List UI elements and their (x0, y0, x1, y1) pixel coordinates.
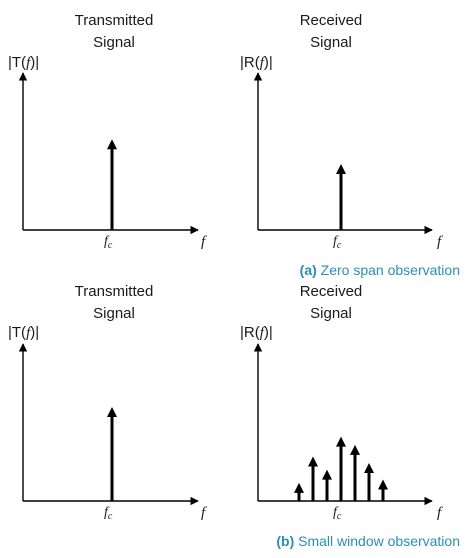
impulse-group (107, 406, 117, 501)
y-axis-label: |T(f)| (8, 54, 39, 71)
impulse-arrowhead (107, 406, 117, 417)
y-axis-label: |T(f)| (8, 324, 39, 341)
impulse-arrowhead (350, 444, 360, 455)
panel-transmitted-top: Transmitted Signal |T(f)| f fc (8, 12, 207, 251)
panel-title-line2: Signal (310, 34, 352, 51)
impulse-arrowhead (336, 164, 346, 174)
panel-title-line1: Transmitted (75, 283, 154, 300)
x-axis-label: f (437, 505, 443, 521)
carrier-frequency-tick-label: fc (333, 234, 342, 251)
panel-title-line1: Transmitted (75, 12, 154, 29)
x-axis-label: f (201, 505, 207, 521)
impulse-arrowhead (294, 482, 304, 493)
panel-received-top: Received Signal |R(f)| f fc (240, 12, 443, 251)
panel-title-line2: Signal (93, 305, 135, 322)
caption-a: (a) Zero span observation (300, 262, 460, 278)
panel-title-line2: Signal (93, 34, 135, 51)
impulse-group (107, 139, 117, 230)
y-axis-label: |R(f)| (240, 54, 273, 71)
carrier-frequency-tick-label: fc (333, 505, 342, 522)
panel-title-line1: Received (300, 283, 363, 300)
panel-transmitted-bottom: Transmitted Signal |T(f)| f fc (8, 283, 207, 522)
impulse-arrowhead (378, 479, 388, 490)
caption-b: (b) Small window observation (276, 533, 460, 549)
impulse-arrowhead (364, 463, 374, 474)
x-axis-label: f (201, 234, 207, 250)
impulse-arrowhead (322, 469, 332, 480)
panel-title-line1: Received (300, 12, 363, 29)
impulse-group (294, 436, 388, 501)
y-axis-label: |R(f)| (240, 324, 273, 341)
impulse-arrowhead (336, 436, 346, 447)
impulse-group (336, 164, 346, 230)
carrier-frequency-tick-label: fc (104, 505, 113, 522)
carrier-frequency-tick-label: fc (104, 234, 113, 251)
panel-received-bottom: Received Signal |R(f)| f fc (240, 283, 443, 522)
panel-title-line2: Signal (310, 305, 352, 322)
impulse-arrowhead (308, 456, 318, 467)
impulse-arrowhead (107, 139, 117, 150)
x-axis-label: f (437, 234, 443, 250)
